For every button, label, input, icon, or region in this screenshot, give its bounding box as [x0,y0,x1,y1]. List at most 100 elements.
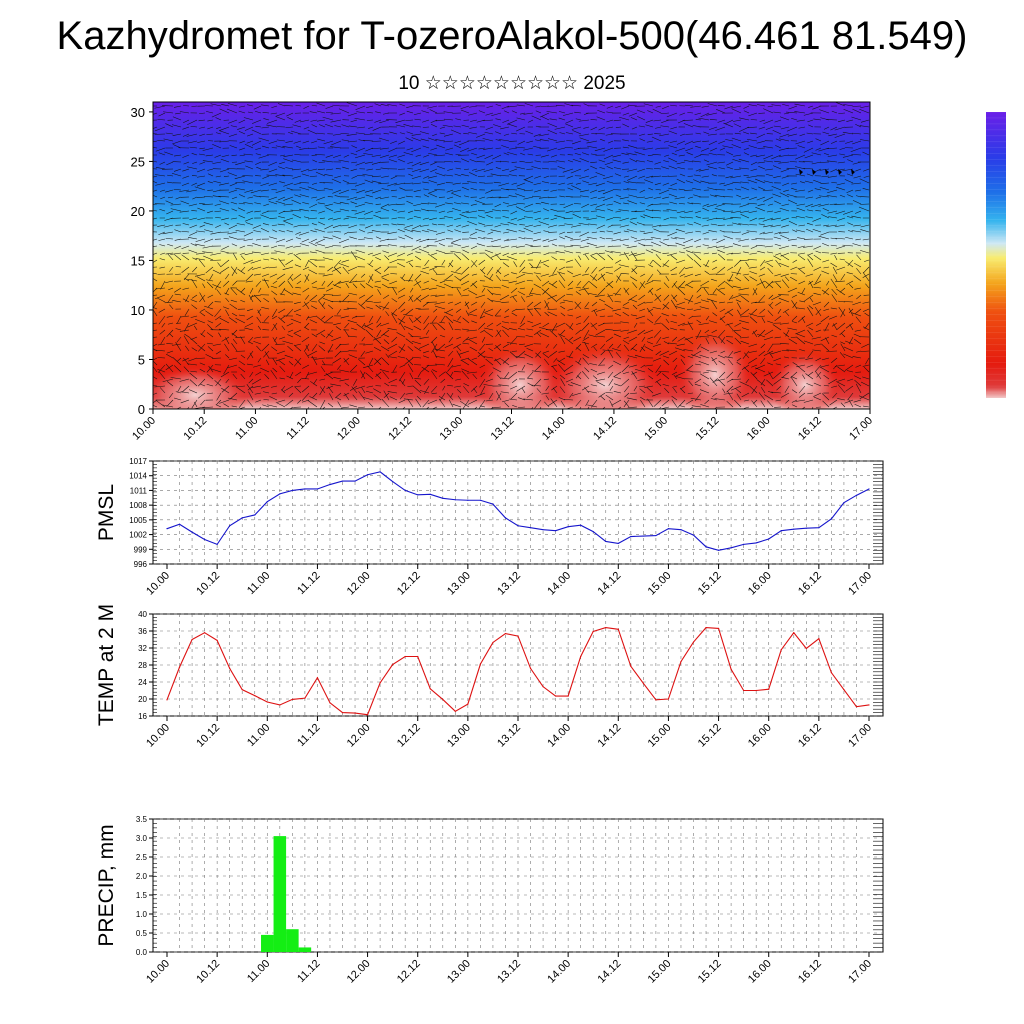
wind-arrow [277,399,286,403]
x-tick-label: 15.00 [646,958,674,986]
wind-arrow [436,284,446,289]
data-point [216,639,218,641]
wind-arrow [163,224,174,228]
wind-arrow [319,386,326,394]
wind-arrow [477,352,486,359]
wind-arrow [503,110,510,114]
wind-arrow [788,220,798,226]
wind-arrow [712,378,718,383]
wind-arrow [309,175,318,177]
wind-arrow [490,238,502,243]
wind-arrow [238,406,246,409]
wind-arrow [645,119,654,123]
wind-arrow [388,378,398,384]
wind-arrow [677,322,686,327]
wind-arrow [447,301,454,304]
wind-arrow [220,158,230,163]
wind-arrow [269,236,278,240]
wind-arrow [856,254,862,261]
wind-arrow [597,196,606,199]
wind-arrow [533,210,542,214]
wind-arrow [811,406,814,409]
wind-arrow [338,263,350,268]
wind-arrow [547,129,558,135]
wind-arrow [807,119,814,123]
wind-arrow [365,194,374,198]
wind-arrow [615,194,622,198]
wind-arrow [484,249,494,254]
data-point [216,543,218,545]
wind-arrow [200,308,206,312]
wind-arrow [781,175,790,179]
precip-bar [298,947,312,952]
wind-arrow [761,317,766,324]
wind-arrow [415,280,422,289]
wind-arrow [608,364,614,369]
wind-arrow [423,188,430,191]
wind-arrow [365,390,374,394]
wind-arrow [687,392,694,394]
wind-arrow [238,360,246,366]
wind-arrow [736,302,742,310]
wind-arrow [461,368,470,373]
wind-arrow [711,357,718,366]
wind-arrow [476,133,486,138]
wind-arrow [456,287,462,296]
wind-arrow [695,392,702,401]
wind-arrow [777,308,782,314]
wind-arrow [355,249,366,254]
wind-arrow [758,392,766,401]
wind-arrow [551,385,558,391]
wind-arrow [750,245,758,249]
wind-arrow [740,213,750,219]
wind-arrow [292,292,302,296]
wind-arrow [493,124,502,128]
wind-arrow [659,133,670,137]
wind-arrow [684,210,694,214]
wind-arrow [653,167,662,170]
x-tick-label: 12.00 [345,570,373,598]
wind-arrow [153,329,158,331]
wind-arrow [327,386,334,394]
wind-arrow [739,259,750,262]
wind-arrow [252,224,262,229]
wind-arrow [712,312,718,317]
wind-arrow [437,223,446,226]
wind-key-arrow [838,169,842,175]
wind-arrow [653,399,662,407]
wind-arrow [310,119,318,122]
wind-arrow [863,266,870,274]
wind-arrow [694,383,702,387]
wind-arrow [231,329,238,336]
wind-arrow [763,180,774,184]
data-point [329,702,331,704]
wind-arrow [626,229,638,233]
wind-arrow [822,242,830,247]
data-point [404,489,406,492]
wind-arrow [482,119,494,122]
wind-arrow [160,280,166,290]
wind-arrow [195,258,206,261]
x-tick-label: 16.12 [796,415,824,443]
x-tick-label: 15.00 [642,415,670,443]
wind-arrow [835,237,846,240]
wind-arrow [679,173,686,177]
wind-arrow [469,339,478,345]
wind-arrow [751,329,758,335]
wind-arrow [717,329,726,339]
wind-arrow [630,117,638,121]
wind-arrow [359,294,366,299]
wind-arrow [511,252,518,255]
wind-arrow [649,259,654,265]
wind-arrow [186,189,198,193]
wind-arrow [182,154,190,158]
wind-arrow [766,262,774,268]
wind-arrow [365,161,374,164]
wind-arrow [460,105,470,109]
wind-arrow [768,203,774,206]
wind-arrow [483,147,494,150]
data-point [730,547,732,549]
wind-arrow [787,199,798,205]
wind-arrow [831,294,838,303]
wind-arrow [836,266,846,271]
